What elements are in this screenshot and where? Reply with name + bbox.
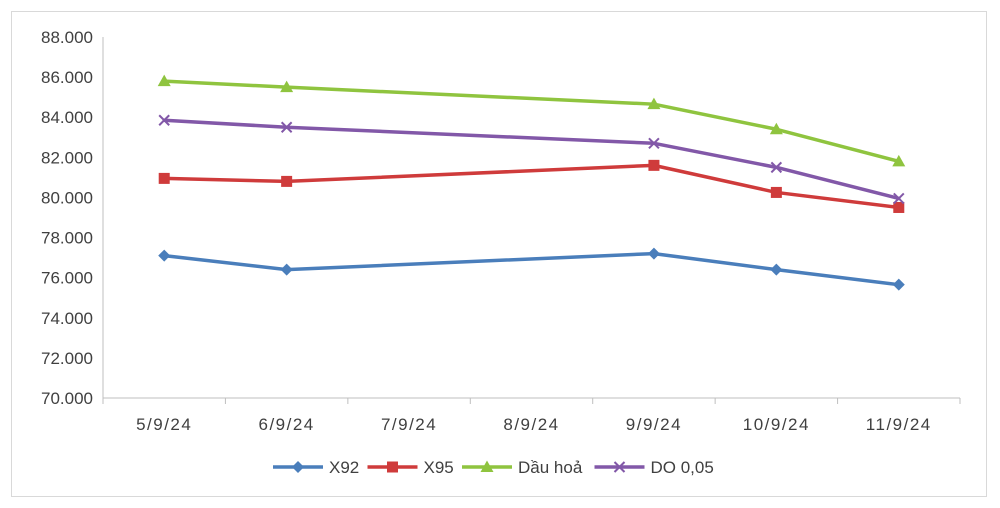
y-tick-label: 76.000 <box>41 269 93 288</box>
data-point-x95 <box>893 201 905 213</box>
data-point-do-0-05 <box>770 161 783 174</box>
x-tick-label: 6/9/24 <box>259 415 315 434</box>
data-point-x92 <box>280 263 293 276</box>
data-point-d-u-ho <box>647 97 661 110</box>
legend-item-x95: X95 <box>367 458 454 477</box>
data-point-do-0-05 <box>158 114 170 126</box>
legend-item-do-0-05: DO 0,05 <box>594 458 714 477</box>
x-tick-label: 11/9/24 <box>866 415 932 434</box>
data-point-d-u-ho <box>892 154 906 167</box>
data-point-x92 <box>770 263 783 276</box>
data-point-x95 <box>770 186 782 198</box>
y-axis-ticks: 70.000 72.000 74.000 76.000 78.000 80.000 82.0… <box>41 28 93 408</box>
data-point-d-u-ho <box>769 122 783 135</box>
y-tick-label: 78.000 <box>41 229 93 248</box>
legend: X92 X95 Dầu hoả DO 0,05 <box>273 458 714 477</box>
axes <box>102 37 961 404</box>
y-tick-label: 72.000 <box>41 349 93 368</box>
x-tick-label: 8/9/24 <box>503 415 559 434</box>
data-point-x92 <box>647 247 660 260</box>
data-point-do-0-05 <box>280 121 293 133</box>
x-tick-label: 9/9/24 <box>626 415 682 434</box>
y-tick-label: 74.000 <box>41 309 93 328</box>
legend-label: X95 <box>424 458 454 477</box>
data-point-d-u-ho <box>157 74 171 87</box>
x-tick-label: 7/9/24 <box>381 415 437 434</box>
x-axis-ticks: 5/9/24 6/9/24 7/9/24 8/9/24 9/9/24 10/9/24 11/… <box>136 415 932 434</box>
series-line-x92 <box>162 251 901 287</box>
series-line-d-u-ho <box>162 79 901 164</box>
legend-item-d-u-ho: Dầu hoả <box>462 458 583 477</box>
data-point-d-u-ho <box>280 80 294 93</box>
data-point-do-0-05 <box>893 192 905 205</box>
series-lines <box>162 79 901 287</box>
data-point-x92 <box>892 278 905 291</box>
legend-marker <box>613 461 626 473</box>
legend-marker <box>480 460 494 472</box>
chart-frame <box>11 11 987 497</box>
y-tick-label: 86.000 <box>41 68 93 87</box>
legend-item-x92: X92 <box>273 458 359 477</box>
legend-label: DO 0,05 <box>651 458 714 477</box>
data-point-x95 <box>158 172 170 184</box>
y-tick-label: 80.000 <box>41 188 93 207</box>
y-tick-label: 88.000 <box>41 28 93 47</box>
y-tick-label: 82.000 <box>41 148 93 167</box>
legend-label: X92 <box>329 458 359 477</box>
legend-label: Dầu hoả <box>518 458 583 477</box>
data-point-x95 <box>648 159 660 171</box>
y-tick-label: 84.000 <box>41 108 93 127</box>
x-tick-label: 10/9/24 <box>743 415 810 434</box>
legend-marker <box>387 461 398 473</box>
x-tick-label: 5/9/24 <box>136 415 192 434</box>
data-point-do-0-05 <box>648 137 660 150</box>
data-point-x95 <box>281 175 293 187</box>
legend-marker <box>292 461 304 473</box>
data-point-x92 <box>158 249 171 262</box>
y-tick-label: 70.000 <box>41 389 93 408</box>
series-markers <box>157 74 906 291</box>
